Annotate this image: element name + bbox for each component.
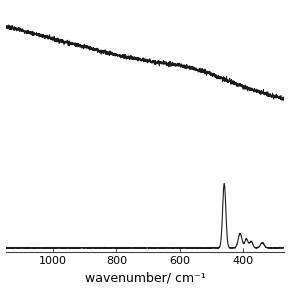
X-axis label: wavenumber/ cm⁻¹: wavenumber/ cm⁻¹: [85, 271, 205, 284]
